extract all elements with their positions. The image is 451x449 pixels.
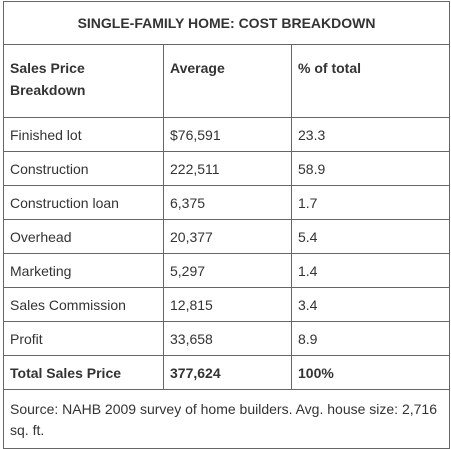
cell: Sales Commission xyxy=(3,287,164,322)
source-note: Source: NAHB 2009 survey of home builder… xyxy=(2,389,451,449)
total-row: Total Sales Price 377,624 100% xyxy=(3,355,451,390)
data-row: Profit 33,658 8.9 xyxy=(3,321,451,356)
cell: 20,377 xyxy=(163,219,292,254)
cell: Profit xyxy=(3,321,164,356)
data-row: Sales Commission 12,815 3.4 xyxy=(3,287,451,322)
source-row: Source: NAHB 2009 survey of home builder… xyxy=(2,389,451,449)
cell: % of total xyxy=(290,44,451,118)
table-title: SINGLE-FAMILY HOME: COST BREAKDOWN xyxy=(2,1,451,45)
cell: 3.4 xyxy=(290,287,451,322)
data-row: Construction loan 6,375 1.7 xyxy=(3,185,451,220)
title-row: SINGLE-FAMILY HOME: COST BREAKDOWN xyxy=(2,1,451,45)
cell: 33,658 xyxy=(163,321,292,356)
cell: 377,624 xyxy=(163,355,292,390)
data-row: Construction 222,511 58.9 xyxy=(3,151,451,186)
header-row: Sales Price Breakdown Average% of total xyxy=(3,44,451,118)
cell: 222,511 xyxy=(163,151,292,186)
cell: Average xyxy=(163,44,292,118)
cell: Sales Price Breakdown xyxy=(3,44,164,118)
cell: Construction loan xyxy=(3,185,164,220)
cell: 23.3 xyxy=(290,117,451,152)
cell: Overhead xyxy=(3,219,164,254)
cell: 5.4 xyxy=(290,219,451,254)
cell: $76,591 xyxy=(163,117,292,152)
data-row: Overhead 20,377 5.4 xyxy=(3,219,451,254)
cell: 6,375 xyxy=(163,185,292,220)
data-row: Finished lot $76,591 23.3 xyxy=(3,117,451,152)
cell: 1.7 xyxy=(290,185,451,220)
cell: Finished lot xyxy=(3,117,164,152)
data-row: Marketing 5,297 1.4 xyxy=(3,253,451,288)
cell: 100% xyxy=(290,355,451,390)
cell: Marketing xyxy=(3,253,164,288)
cell: Construction xyxy=(3,151,164,186)
cell: 8.9 xyxy=(290,321,451,356)
cell: 12,815 xyxy=(163,287,292,322)
cell: Total Sales Price xyxy=(3,355,164,390)
cell: 1.4 xyxy=(290,253,451,288)
cell: 58.9 xyxy=(290,151,451,186)
cell: 5,297 xyxy=(163,253,292,288)
